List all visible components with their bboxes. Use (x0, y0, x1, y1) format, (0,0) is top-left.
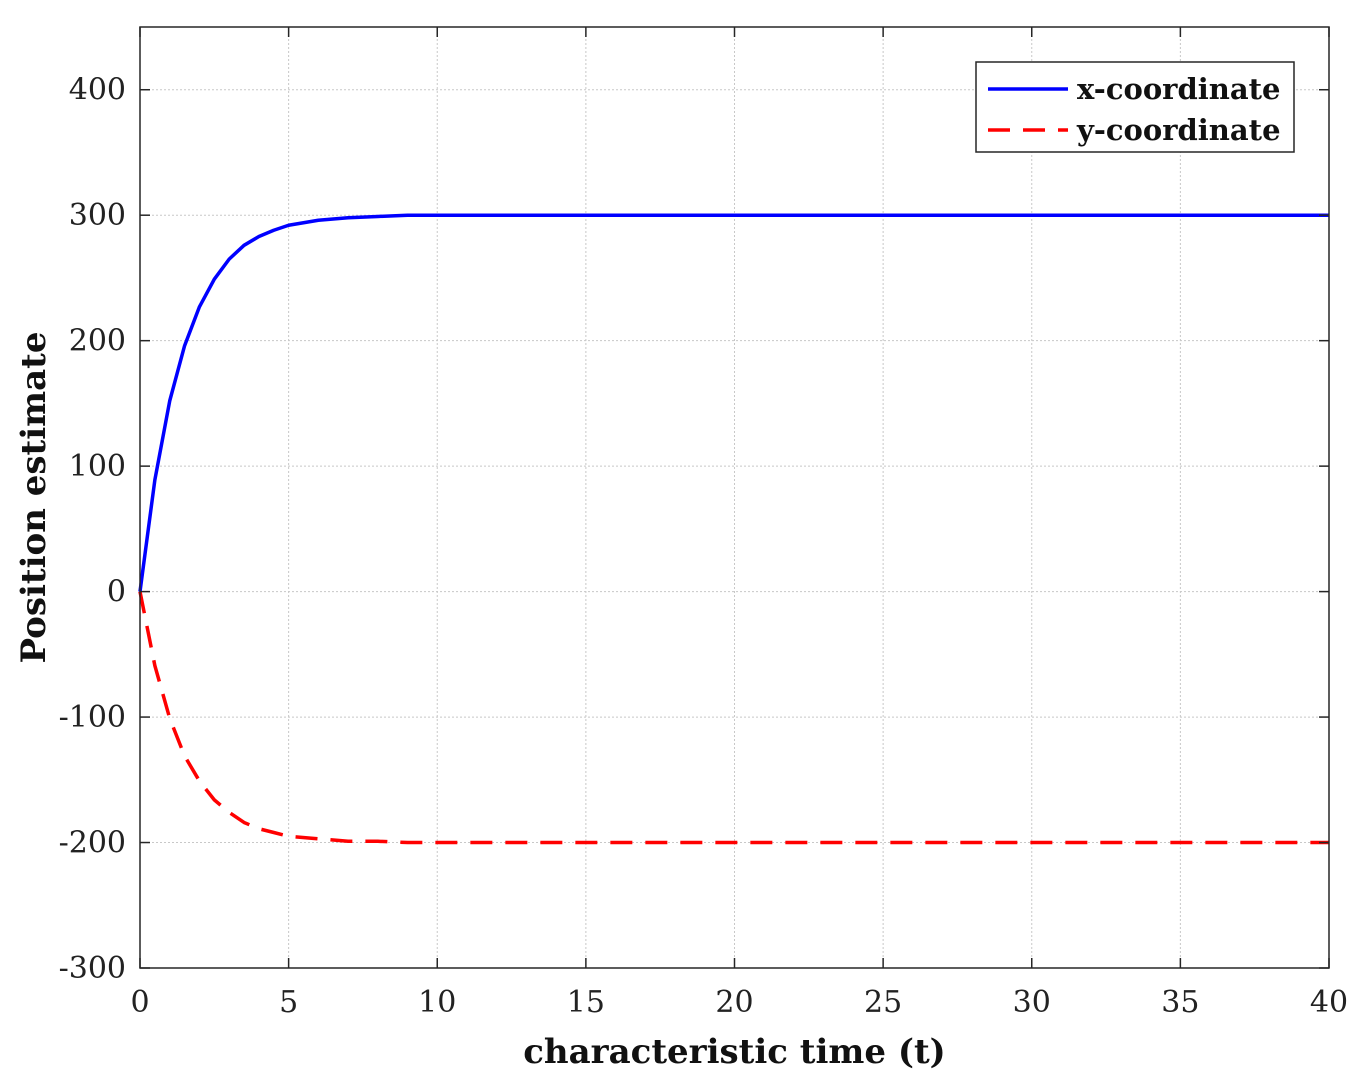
grid-lines (140, 27, 1329, 968)
x-tick-label: 35 (1161, 985, 1199, 1020)
axis-ticks (139, 27, 1330, 969)
y-tick-label: -100 (59, 700, 126, 735)
x-tick-label: 20 (715, 985, 753, 1020)
y-tick-label: -200 (59, 826, 126, 861)
y-tick-label: 0 (107, 575, 126, 610)
series-line-x-coordinate (138, 213, 1329, 592)
y-tick-label: 200 (69, 324, 126, 359)
x-tick-label: 5 (279, 985, 298, 1020)
legend-box (975, 61, 1295, 153)
legend-label-x-coordinate: x-coordinate (1077, 72, 1280, 106)
x-tick-label: 0 (130, 985, 149, 1020)
y-axis-title: Position estimate (14, 332, 54, 664)
legend: x-coordinate y-coordinate (975, 61, 1295, 153)
x-tick-label: 25 (864, 985, 902, 1020)
y-tick-label: 100 (69, 449, 126, 484)
y-tick-label: -300 (59, 951, 126, 986)
y-tick-label: 400 (69, 73, 126, 108)
x-tick-label: 10 (418, 985, 456, 1020)
x-tick-label: 40 (1310, 985, 1348, 1020)
series-line-y-coordinate (138, 591, 1329, 845)
tick-labels: 0 5 10 15 20 25 30 35 40 -300 -200 -100 0 100 200 300 40… (59, 73, 1349, 1020)
x-tick-label: 30 (1013, 985, 1051, 1020)
y-tick-label: 300 (69, 198, 126, 233)
series-layer (138, 213, 1329, 845)
legend-label-y-coordinate: y-coordinate (1076, 113, 1281, 147)
x-axis-title: characteristic time (t) (523, 1032, 946, 1072)
x-tick-label: 15 (567, 985, 605, 1020)
